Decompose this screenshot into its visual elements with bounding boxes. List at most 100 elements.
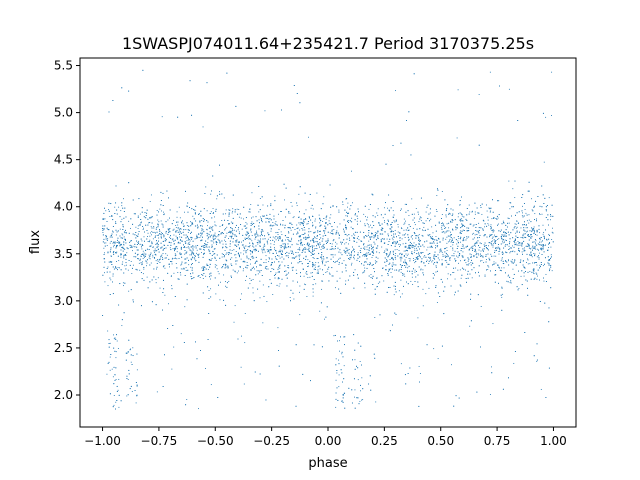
data-point	[531, 230, 533, 232]
data-point	[262, 284, 264, 286]
data-point	[418, 234, 420, 236]
data-point	[132, 199, 134, 201]
data-point	[168, 229, 170, 231]
data-point	[195, 260, 197, 261]
data-point	[404, 203, 406, 205]
data-point	[126, 247, 128, 249]
data-point	[231, 223, 233, 225]
data-point	[446, 242, 448, 244]
data-point	[531, 271, 533, 273]
data-point	[140, 238, 142, 240]
data-point	[395, 313, 397, 315]
data-point	[492, 231, 494, 233]
data-point	[363, 213, 365, 215]
data-point	[418, 239, 419, 241]
data-point	[184, 253, 186, 255]
data-point	[317, 266, 319, 268]
data-point	[354, 251, 355, 253]
data-point	[523, 250, 525, 252]
data-point	[384, 221, 386, 223]
data-point	[163, 236, 165, 238]
data-point	[425, 256, 427, 258]
data-point	[501, 234, 503, 236]
data-point	[299, 236, 301, 237]
data-point	[359, 400, 361, 402]
data-point	[482, 229, 484, 231]
data-point	[196, 236, 198, 238]
data-point	[300, 242, 302, 244]
data-point	[471, 247, 473, 249]
data-point	[341, 400, 343, 402]
data-point	[270, 224, 272, 226]
data-point	[478, 222, 480, 224]
data-point	[308, 245, 310, 247]
data-point	[533, 268, 535, 270]
data-point	[456, 243, 458, 245]
data-point	[157, 223, 159, 225]
data-point	[353, 334, 355, 336]
data-point	[279, 264, 281, 266]
data-point	[322, 263, 324, 265]
data-point	[186, 251, 188, 253]
data-point	[296, 205, 298, 207]
data-point	[170, 244, 172, 246]
data-point	[377, 237, 379, 239]
data-point	[146, 265, 147, 267]
data-point	[510, 282, 512, 284]
data-point	[343, 230, 345, 232]
data-point	[392, 231, 394, 233]
data-point	[491, 366, 492, 368]
data-point	[451, 240, 452, 242]
data-point	[414, 259, 416, 261]
data-point	[161, 254, 163, 256]
data-point	[533, 272, 534, 274]
data-point	[534, 253, 536, 255]
data-point	[143, 255, 145, 257]
data-point	[390, 207, 392, 209]
data-point	[238, 241, 240, 243]
data-point	[192, 277, 194, 279]
data-point	[110, 240, 112, 242]
data-point	[369, 244, 371, 246]
data-point	[176, 246, 178, 248]
data-point	[103, 238, 105, 240]
data-point	[108, 210, 110, 212]
data-point	[416, 247, 417, 249]
data-point	[461, 220, 463, 222]
data-point	[523, 272, 525, 274]
data-point	[333, 261, 334, 263]
data-point	[180, 254, 182, 256]
data-point	[543, 280, 545, 282]
data-point	[488, 242, 490, 244]
data-point	[531, 247, 533, 249]
data-point	[516, 253, 518, 255]
data-point	[405, 211, 407, 213]
data-point	[213, 212, 215, 213]
data-point	[266, 241, 268, 243]
data-point	[473, 218, 475, 219]
data-point	[450, 237, 452, 238]
data-point	[466, 236, 468, 237]
data-point	[113, 338, 115, 340]
data-point	[498, 282, 499, 284]
data-point	[527, 246, 528, 247]
data-point	[374, 293, 376, 295]
data-point	[459, 219, 461, 221]
data-point	[405, 261, 407, 263]
data-point	[331, 246, 333, 248]
data-point	[241, 335, 242, 337]
data-point	[520, 236, 522, 238]
data-point	[507, 259, 509, 261]
data-point	[156, 250, 158, 252]
scatter-points	[102, 69, 554, 410]
data-point	[202, 268, 204, 270]
data-point	[360, 384, 361, 386]
data-point	[383, 207, 385, 209]
data-point	[465, 246, 467, 248]
data-point	[316, 258, 318, 259]
data-point	[130, 354, 132, 356]
data-point	[529, 263, 531, 265]
data-point	[214, 232, 216, 234]
data-point	[312, 254, 314, 255]
data-point	[195, 247, 197, 249]
